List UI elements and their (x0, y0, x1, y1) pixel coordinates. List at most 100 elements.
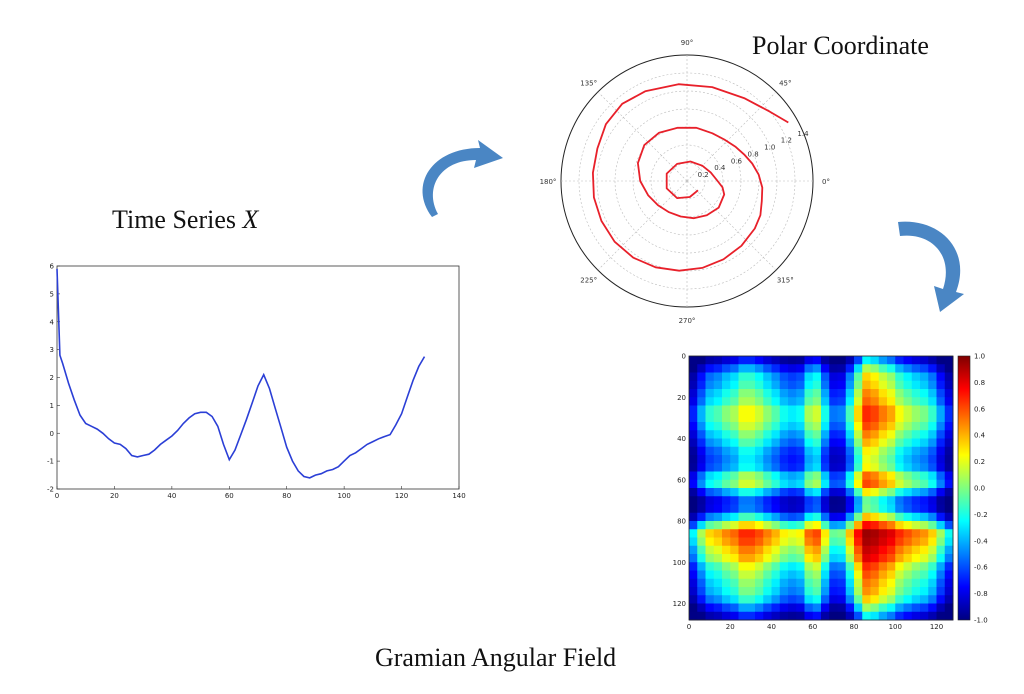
gaf-cell (689, 413, 698, 423)
gaf-cell (730, 611, 739, 621)
gaf-cell (689, 587, 698, 596)
gaf-cell (936, 587, 946, 596)
gaf-cell (730, 372, 739, 382)
gaf-cell (689, 471, 698, 481)
gaf-cell (771, 463, 781, 472)
colorbar-tick-label: 0.6 (974, 405, 986, 413)
gaf-cell (920, 372, 929, 382)
gaf-cell (878, 356, 888, 365)
gaf-cell (878, 521, 888, 530)
gaf-cell (821, 554, 830, 563)
gaf-cell (730, 603, 739, 613)
gaf-cell (738, 389, 748, 398)
gaf-cell (837, 611, 847, 621)
gaf-cell (895, 471, 904, 481)
gaf-cell (854, 570, 863, 580)
gaf-cell (730, 504, 739, 514)
polar-radius-label: 0.4 (714, 164, 726, 172)
gaf-cell (821, 446, 830, 456)
gaf-cell (887, 413, 896, 423)
gaf-cell (944, 554, 954, 563)
gaf-cell (746, 578, 756, 588)
gaf-cell (911, 405, 921, 415)
gaf-cell (903, 562, 913, 571)
gaf-cell (763, 587, 772, 596)
gaf-cell (763, 380, 772, 390)
gaf-cell (862, 488, 871, 497)
gaf-cell (936, 611, 946, 621)
gaf-cell (804, 570, 814, 580)
gaf-cell (845, 356, 855, 365)
gaf-cell (705, 512, 715, 522)
gaf-cell (944, 372, 954, 382)
gaf-cell (713, 496, 723, 505)
gaf-cell (730, 389, 739, 398)
gaf-cell (738, 595, 748, 604)
gaf-cell (771, 545, 781, 555)
gaf-cell (862, 562, 871, 571)
gaf-cell (788, 438, 797, 448)
gaf-cell (738, 430, 748, 439)
gaf-cell (763, 578, 772, 588)
gaf-cell (796, 512, 805, 522)
gaf-x-tick-label: 100 (889, 623, 902, 631)
gaf-cell (779, 562, 789, 571)
gaf-cell (812, 595, 822, 604)
gaf-cell (722, 463, 731, 472)
gaf-cell (845, 422, 855, 431)
gaf-cell (689, 397, 698, 406)
gaf-cell (804, 545, 814, 555)
gaf-cell (763, 521, 772, 530)
gaf-cell (788, 537, 797, 547)
gaf-cell (928, 446, 937, 456)
gaf-cell (746, 521, 756, 530)
gaf-cell (796, 488, 805, 497)
gaf-cell (870, 545, 880, 555)
gaf-cell (936, 578, 946, 588)
gaf-cell (862, 496, 871, 505)
gaf-cell (804, 512, 814, 522)
gaf-cell (746, 562, 756, 571)
gaf-cell (928, 413, 937, 423)
gaf-cell (788, 595, 797, 604)
gaf-cell (829, 364, 838, 373)
gaf-cell (944, 438, 954, 448)
gaf-cell (895, 562, 904, 571)
gaf-cell (862, 504, 871, 514)
gaf-cell (887, 488, 896, 497)
gaf-cell (903, 471, 913, 481)
gaf-cell (944, 380, 954, 390)
gaf-cell (936, 397, 946, 406)
gaf-cell (705, 603, 715, 613)
gaf-cell (854, 504, 863, 514)
gaf-cell (697, 521, 706, 530)
gaf-cell (862, 356, 871, 365)
gaf-cell (878, 587, 888, 596)
gaf-cell (746, 504, 756, 514)
gaf-cell (755, 521, 764, 530)
gaf-cell (796, 356, 805, 365)
gaf-cell (779, 455, 789, 464)
gaf-cell (845, 562, 855, 571)
gaf-cell (763, 446, 772, 456)
gaf-cell (738, 446, 748, 456)
gaf-cell (788, 413, 797, 423)
gaf-cell (697, 438, 706, 448)
gaf-cell (722, 405, 731, 415)
gaf-cell (903, 356, 913, 365)
gaf-frame (688, 355, 954, 621)
gaf-cell (895, 512, 904, 522)
gaf-cell (722, 504, 731, 514)
gaf-cell (862, 512, 871, 522)
gaf-cell (722, 595, 731, 604)
gaf-cell (936, 372, 946, 382)
gaf-cell (722, 455, 731, 464)
gaf-cell (854, 430, 863, 439)
gaf-cell (911, 504, 921, 514)
gaf-cell (920, 512, 929, 522)
gaf-cell (697, 446, 706, 456)
gaf-cell (829, 545, 838, 555)
gaf-cell (895, 479, 904, 489)
gaf-cell (697, 471, 706, 481)
gaf-cell (829, 521, 838, 530)
